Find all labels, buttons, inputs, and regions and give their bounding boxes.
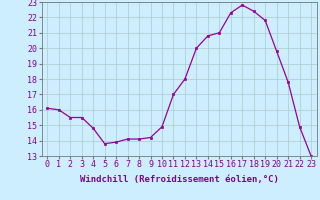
X-axis label: Windchill (Refroidissement éolien,°C): Windchill (Refroidissement éolien,°C) [80, 175, 279, 184]
